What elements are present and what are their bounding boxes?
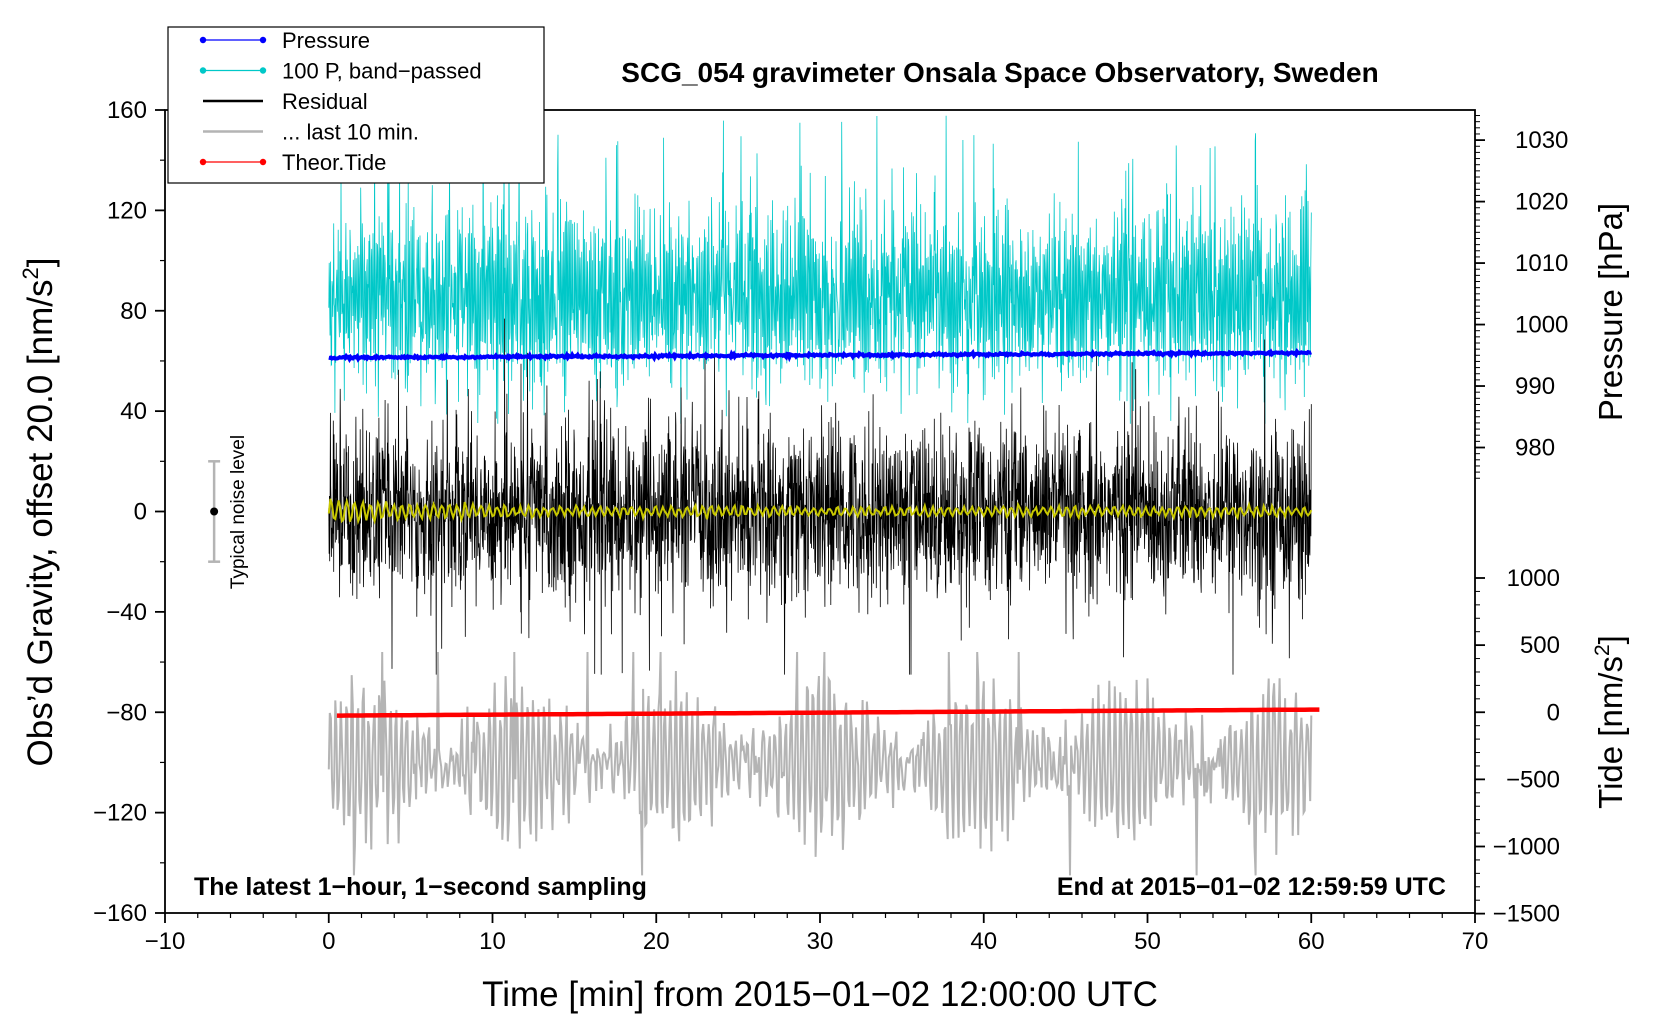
legend-label: 100 P, band−passed [282,59,482,84]
series-residual-smoothed-line [327,497,1313,526]
y-axis-label-left-main: Obs’d Gravity, offset 20.0 [nm/s [21,280,60,767]
tide-tick-label: 1000 [1507,565,1560,592]
y-tick-label: −40 [106,599,147,626]
legend-label: ... last 10 min. [282,120,419,145]
tide-tick-label: 0 [1547,699,1560,726]
x-tick-label: 10 [479,928,506,955]
x-tick-label: 0 [322,928,335,955]
y-axis-label-tide-sup: 2 [1591,644,1614,656]
noise-bar-dot [210,507,219,516]
y-tick-label: 80 [120,298,147,325]
legend: Pressure 100 P, band−passed Residual ... la… [167,26,545,184]
x-tick-label: 20 [643,928,670,955]
series-pressure-line [328,347,1312,364]
x-tick-label: 70 [1462,928,1489,955]
series-tide-line [336,707,1320,718]
y-tick-label: −80 [106,699,147,726]
pressure-tick-label: 980 [1515,435,1555,462]
legend-marker [259,36,267,44]
y-axis-label-left-tail: ] [21,258,60,268]
y-axis-label-left: Obs’d Gravity, offset 20.0 [nm/s2] [18,258,60,767]
x-tick-label: 50 [1134,928,1161,955]
y-axis-label-tide-main: Tide [nm/s [1592,656,1629,809]
x-axis-label: Time [min] from 2015−01−02 12:00:00 UTC [482,975,1158,1014]
y-axis-pressure: 1030 1020 1010 1000 990 980 [1475,115,1568,479]
x-tick-label: 30 [807,928,834,955]
series-residual-line [328,318,1312,675]
legend-label: Pressure [282,28,370,53]
chart-title: SCG_054 gravimeter Onsala Space Observat… [621,57,1378,88]
y-tick-label: 0 [134,499,147,526]
pressure-tick-label: 1000 [1515,312,1568,339]
pressure-tick-label: 990 [1515,373,1555,400]
series-bandpassed-line [328,113,1312,424]
x-axis: −10 0 10 20 30 40 50 60 70 [145,913,1489,955]
legend-marker [259,67,267,74]
x-tick-label: 40 [970,928,997,955]
pressure-tick-label: 1030 [1515,127,1568,154]
tide-tick-label: −1000 [1493,834,1560,861]
x-tick-label: −10 [145,928,186,955]
series-last10-line [327,651,1313,876]
pressure-tick-label: 1020 [1515,189,1568,216]
legend-marker [199,36,207,44]
pressure-tick-label: 1010 [1515,250,1568,277]
y-tick-label: −120 [93,800,147,827]
legend-marker [199,158,207,166]
noise-bar-label: Typical noise level [228,435,249,589]
legend-entries: Pressure 100 P, band−passed Residual ... la… [199,28,482,175]
annotation-left: The latest 1−hour, 1−second sampling [194,873,647,901]
y-tick-label: 120 [107,197,147,224]
y-tick-label: 160 [107,97,147,124]
legend-label: Theor.Tide [282,150,386,175]
y-axis-label-tide-tail: ] [1592,635,1629,644]
y-axis-left: 160 120 80 40 0 −40 −80 −120 −160 [93,97,165,927]
series-layer [327,113,1320,876]
noise-bar [208,460,221,563]
y-axis-tide: 1000 500 0 −500 −1000 −1500 [1475,565,1560,928]
y-axis-label-tide: Tide [nm/s2] [1591,635,1629,809]
annotation-right: End at 2015−01−02 12:59:59 UTC [1057,873,1446,901]
y-tick-label: 40 [120,398,147,425]
tide-tick-label: −500 [1506,766,1560,793]
legend-label: Residual [282,89,368,114]
legend-marker [259,158,267,166]
y-axis-label-left-sup: 2 [18,267,43,279]
legend-marker [199,67,207,74]
legend-box [167,26,545,184]
tide-tick-label: 500 [1520,632,1560,659]
y-axis-label-pressure: Pressure [hPa] [1592,203,1629,421]
y-tick-label: −160 [93,900,147,927]
tide-tick-label: −1500 [1493,901,1560,928]
x-tick-label: 60 [1298,928,1325,955]
